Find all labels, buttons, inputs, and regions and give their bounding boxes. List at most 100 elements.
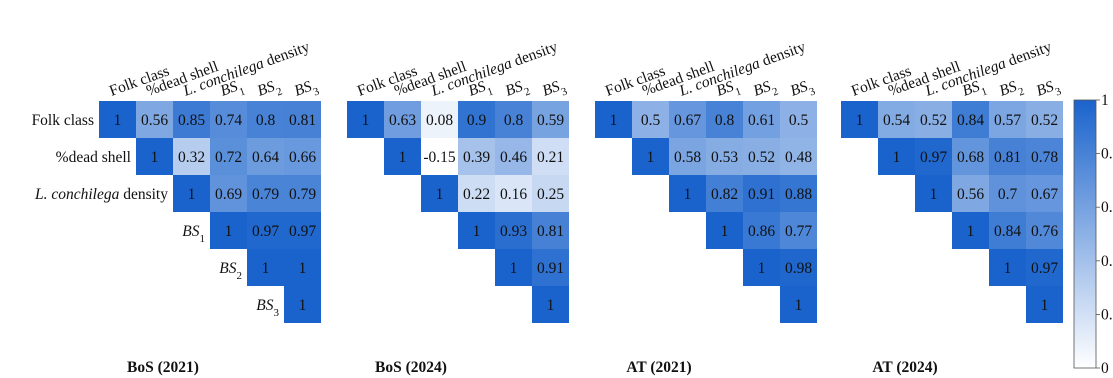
cell-value-label: 0.54 [883,112,910,129]
heatmap-cell [421,138,458,175]
cell-value-label: 1 [758,260,766,277]
heatmap-cell [595,101,632,138]
heatmap-cell [284,286,321,323]
cell-value-label: 0.52 [920,112,947,129]
heatmap-cell [284,249,321,286]
cell-value-label: 0.68 [957,149,984,166]
heatmap-cell [1026,212,1063,249]
heatmap-cell [915,175,952,212]
heatmap-cell [173,138,210,175]
heatmap-cell [136,101,173,138]
column-label: BS2 [997,76,1026,104]
heatmap-cell [989,138,1026,175]
heatmap-cell [173,101,210,138]
cell-value-label: 0.97 [1031,260,1058,277]
cell-value-label: 0.25 [537,186,564,203]
cell-value-label: -0.15 [423,149,456,166]
cell-value-label: 0.82 [711,186,738,203]
heatmap-cell [841,101,878,138]
cell-value-label: 0.74 [215,112,242,129]
row-label: L. conchilega density [34,186,168,203]
column-label: BS1 [466,76,495,104]
heatmap-cell [284,138,321,175]
cell-value-label: 0.48 [785,149,812,166]
heatmap-cell [780,249,817,286]
heatmap-cell [247,212,284,249]
cell-value-label: 0.66 [289,149,316,166]
heatmap-cell [495,249,532,286]
column-label: BS3 [540,76,569,105]
cell-value-label: 0.88 [785,186,812,203]
cell-value-label: 0.77 [785,223,812,240]
cell-value-label: 1 [225,223,233,240]
cell-value-label: 0.97 [920,149,947,166]
cell-value-label: 0.79 [289,186,316,203]
cell-value-label: 1 [473,223,481,240]
heatmap-cell [669,175,706,212]
cell-value-label: 0.53 [711,149,738,166]
column-label: BS3 [292,76,321,105]
cell-value-label: 0.21 [537,149,564,166]
heatmap-cell [952,101,989,138]
heatmap-cell [210,101,247,138]
cell-value-label: 0.52 [1031,112,1058,129]
row-label: BS1 [182,223,205,245]
heatmap-panel-4: 1 0.54 0.52 0.84 0.57 0.52 1 0.97 0.68 0.81 0.78 1 0… [841,38,1063,376]
column-label: BS3 [1034,76,1063,105]
column-label: BS2 [255,76,284,104]
cell-value-label: 0.81 [537,223,564,240]
cell-value-label: 1 [1041,297,1049,314]
heatmap-cell [173,175,210,212]
heatmap-cell [532,138,569,175]
heatmap-cell [347,101,384,138]
cell-value-label: 0.84 [957,112,984,129]
cell-value-label: 0.91 [537,260,564,277]
cell-value-label: 0.7 [998,186,1018,203]
column-label: BS2 [503,76,532,104]
heatmap-cell [421,175,458,212]
cell-value-label: 0.86 [748,223,775,240]
column-label: BS1 [218,76,247,104]
heatmap-cell [495,101,532,138]
heatmap-cell [495,212,532,249]
cell-value-label: 0.69 [215,186,242,203]
cell-value-label: 0.67 [674,112,701,129]
heatmap-cell [421,101,458,138]
cell-value-label: 0.91 [748,186,775,203]
cell-value-label: 1 [510,260,518,277]
cell-value-label: 1 [399,149,407,166]
cell-value-label: 1 [930,186,938,203]
cell-value-label: 1 [114,112,122,129]
cell-value-label: 0.9 [467,112,487,129]
heatmap-cell [780,101,817,138]
cell-value-label: 0.84 [994,223,1021,240]
heatmap-cell [743,212,780,249]
heatmap-cell [780,212,817,249]
heatmap-cell [669,101,706,138]
heatmap-cell [210,212,247,249]
cell-value-label: 0.8 [504,112,524,129]
heatmap-cell [532,212,569,249]
heatmap-cell [532,249,569,286]
heatmap-cell [532,101,569,138]
cell-value-label: 0.81 [289,112,316,129]
heatmap-cell [669,138,706,175]
cell-value-label: 1 [795,297,803,314]
cell-value-label: 0.8 [256,112,276,129]
heatmap-cell [210,138,247,175]
panel-title: AT (2024) [872,359,937,376]
column-label: BS2 [751,76,780,104]
heatmap-cell [136,138,173,175]
cell-value-label: 0.76 [1031,223,1058,240]
cell-value-label: 0.22 [463,186,490,203]
heatmap-cell [706,138,743,175]
cell-value-label: 0.63 [389,112,416,129]
cell-value-label: 0.39 [463,149,490,166]
heatmap-cell [706,175,743,212]
heatmap-cell [384,101,421,138]
cell-value-label: 0.16 [500,186,527,203]
heatmap-cell [878,101,915,138]
colorbar-tick-label: 0. [1101,306,1113,323]
heatmap-cell [210,175,247,212]
cell-value-label: 0.52 [748,149,775,166]
